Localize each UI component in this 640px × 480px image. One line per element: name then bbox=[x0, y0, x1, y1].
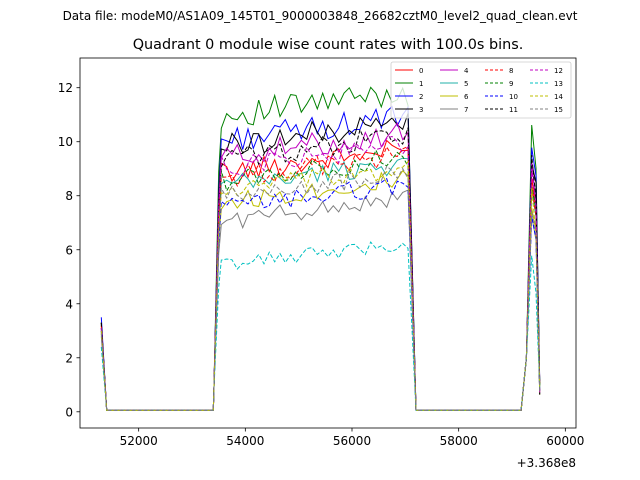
x-offset-label: +3.368e8 bbox=[517, 456, 576, 470]
series-line-11 bbox=[100, 127, 541, 411]
plot-area-frame bbox=[79, 57, 577, 429]
x-tick-label: 60000 bbox=[546, 434, 584, 448]
series-line-12 bbox=[100, 135, 541, 411]
plot-lines bbox=[100, 86, 541, 411]
legend-box bbox=[390, 61, 572, 119]
legend-label: 14 bbox=[554, 93, 563, 101]
data-file-header: Data file: modeM0/AS1A09_145T01_90000038… bbox=[63, 9, 578, 23]
series-line-15 bbox=[100, 165, 541, 411]
chart-title: Quadrant 0 module wise count rates with … bbox=[133, 37, 524, 53]
y-tick-label: 8 bbox=[65, 189, 73, 203]
x-tick-label: 56000 bbox=[333, 434, 371, 448]
series-line-9 bbox=[100, 148, 541, 411]
series-line-13 bbox=[100, 241, 541, 411]
x-tick-label: 54000 bbox=[226, 434, 264, 448]
legend-label: 3 bbox=[419, 106, 423, 114]
legend-label: 6 bbox=[464, 93, 469, 101]
y-tick-label: 0 bbox=[65, 405, 73, 419]
y-tick-label: 6 bbox=[65, 243, 73, 257]
legend-label: 15 bbox=[554, 106, 563, 114]
legend-label: 13 bbox=[554, 80, 563, 88]
series-line-10 bbox=[100, 177, 541, 411]
y-tick-label: 4 bbox=[65, 297, 73, 311]
legend-label: 11 bbox=[509, 106, 518, 114]
y-tick-label: 12 bbox=[58, 81, 73, 95]
legend-label: 10 bbox=[509, 93, 518, 101]
series-line-2 bbox=[100, 105, 541, 411]
series-line-8 bbox=[100, 145, 541, 411]
x-tick-label: 52000 bbox=[120, 434, 158, 448]
legend-label: 4 bbox=[464, 67, 469, 75]
y-axis: 0 2 4 6 8 10 12 bbox=[58, 81, 80, 419]
series-line-0 bbox=[100, 139, 541, 411]
legend-label: 9 bbox=[509, 80, 513, 88]
x-axis: 52000 54000 56000 58000 60000 bbox=[120, 428, 584, 448]
series-line-1 bbox=[100, 86, 541, 411]
series-line-14 bbox=[100, 160, 541, 411]
y-tick-label: 10 bbox=[58, 135, 73, 149]
legend-label: 8 bbox=[509, 67, 513, 75]
series-line-6 bbox=[100, 170, 541, 411]
x-tick-label: 58000 bbox=[440, 434, 478, 448]
series-line-4 bbox=[100, 121, 541, 411]
legend-label: 5 bbox=[464, 80, 468, 88]
legend-label: 0 bbox=[419, 67, 423, 75]
legend-label: 2 bbox=[419, 93, 423, 101]
legend-label: 7 bbox=[464, 106, 468, 114]
series-line-7 bbox=[100, 189, 541, 411]
series-line-5 bbox=[100, 157, 541, 411]
series-line-3 bbox=[100, 113, 541, 411]
y-tick-label: 2 bbox=[65, 351, 73, 365]
legend-label: 1 bbox=[419, 80, 423, 88]
legend-label: 12 bbox=[554, 67, 563, 75]
